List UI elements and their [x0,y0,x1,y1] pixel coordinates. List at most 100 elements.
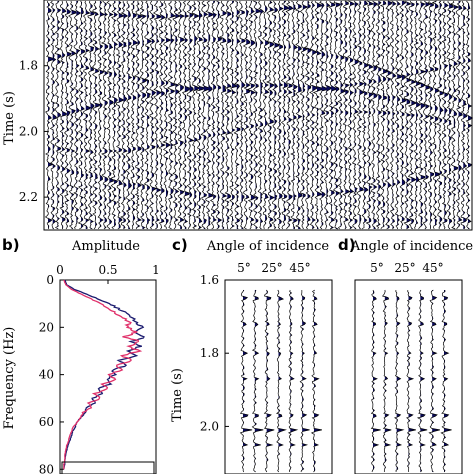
panel-d-trace-line [370,289,381,473]
panel-a-trace-line [323,0,333,230]
panel-c-yaxis: 1.6 1.8 2.0 [200,273,229,433]
panel-a-trace-line [115,0,125,230]
panel-a-trace-line [280,0,290,230]
panel-a-trace [195,0,206,230]
panel-c-trace-line [299,289,310,473]
panel-a-trace [120,0,129,230]
panel-a-trace [276,0,284,230]
panel-a-trace-line [158,0,167,230]
panel-c-ytick-label: 1.8 [200,346,219,360]
panel-a-trace-line [290,0,299,230]
panel-d: d) Angle of incidence 5° 25° 45° [338,236,473,474]
panel-a-trace [342,0,351,230]
panel-c-xtick-label: 45° [289,261,310,275]
panel-a-trace [177,0,186,230]
panel-a-trace-fill [444,1,449,229]
panel-a-trace [162,0,172,230]
panel-a-trace-line [361,0,370,230]
panel-c-xtick-label: 25° [261,261,282,275]
panel-a-trace-line [450,0,460,230]
panel-a-trace-line [257,0,265,230]
panel-c-trace [299,289,310,473]
panel-a-trace-line [436,0,445,230]
panel-a-trace [143,0,152,230]
panel-a-trace-fill [213,1,217,229]
panel-a-trace-line [92,0,101,230]
panel-d-label: d) [338,236,356,254]
panel-a-trace-line [384,0,393,230]
panel-b-xtick-label: 0 [56,263,64,277]
panel-a-trace-line [224,0,233,230]
panel-a-trace-line [54,0,62,230]
panel-a-trace [427,0,435,230]
panel-a-trace [422,0,432,230]
panel-a-trace [44,0,54,230]
panel-a-trace [106,0,115,230]
panel-a-trace-fill [335,1,341,229]
panel-a-trace-line [120,0,129,230]
panel-a-trace-line [238,0,246,230]
panel-b-ytick-label: 80 [39,462,54,474]
panel-a-trace-line [422,0,432,230]
panel-a-trace-line [64,0,72,230]
panel-a-trace [356,0,365,230]
panel-a-trace-line [100,0,109,230]
panel-a-trace [68,0,77,230]
panel-a-trace [64,0,72,230]
panel-a-trace-fill [458,1,463,229]
panel-a-trace-fill [345,1,351,229]
panel-a-ytick-label: 2.2 [19,190,38,204]
panel-a-trace-fill [104,1,109,229]
panel-a-trace [49,0,58,230]
panel-a-trace [375,0,382,230]
panel-a-trace [246,0,257,230]
panel-a-trace [139,0,148,230]
panel-c-title: Angle of incidence [206,239,329,254]
panel-a-trace-line [427,0,435,230]
panel-a-trace-line [162,0,172,230]
panel-a-trace [328,0,337,230]
panel-c-trace [288,289,299,473]
panel-a-trace-line [130,0,139,230]
panel-c-trace [239,289,253,473]
panel-a-trace [398,0,407,230]
panel-a-trace [266,0,276,230]
panel-c-trace-line [263,289,275,473]
panel-a-trace-line [351,0,360,230]
panel-a-trace-line [133,0,144,230]
panel-a-trace [186,0,195,230]
panel-a-trace-line [209,0,217,230]
panel-a-trace [365,0,375,230]
panel-a-trace [369,0,379,230]
panel-a-trace-line [172,0,182,230]
panel-a-trace-line [337,0,347,230]
panel-a-trace [92,0,101,230]
panel-a-trace-fill [420,1,426,229]
panel-a-frame [43,0,473,231]
panel-b-ytick-label: 20 [39,320,54,334]
panel-a-trace [87,0,96,230]
panel-a-trace [389,0,397,230]
panel-c: c) Angle of incidence 5° 25° 45° Time (s) … [170,236,333,474]
panel-a-trace [125,0,133,230]
panel-a-trace [238,0,246,230]
panel-a-trace-line [49,0,58,230]
panel-a-trace-line [276,0,284,230]
panel-a-trace-line [460,0,468,230]
panel-a-trace [262,0,270,230]
panel-c-ytick-label: 2.0 [200,419,219,433]
panel-a-trace-fill [71,1,77,229]
panel-c-xaxis: 5° 25° 45° [237,261,310,275]
panel-b-ytick-label: 0 [46,273,54,287]
panel-a-trace [384,0,393,230]
panel-a-trace [431,0,440,230]
panel-a-trace [153,0,163,230]
panel-a-trace [312,0,324,230]
panel-d-trace [416,289,428,473]
panel-a-trace-line [233,0,241,230]
panel-d-traces [370,289,452,473]
panel-a-trace-line [455,0,463,230]
panel-a-trace-line [181,0,190,230]
panel-d-xtick-label: 45° [422,261,443,275]
